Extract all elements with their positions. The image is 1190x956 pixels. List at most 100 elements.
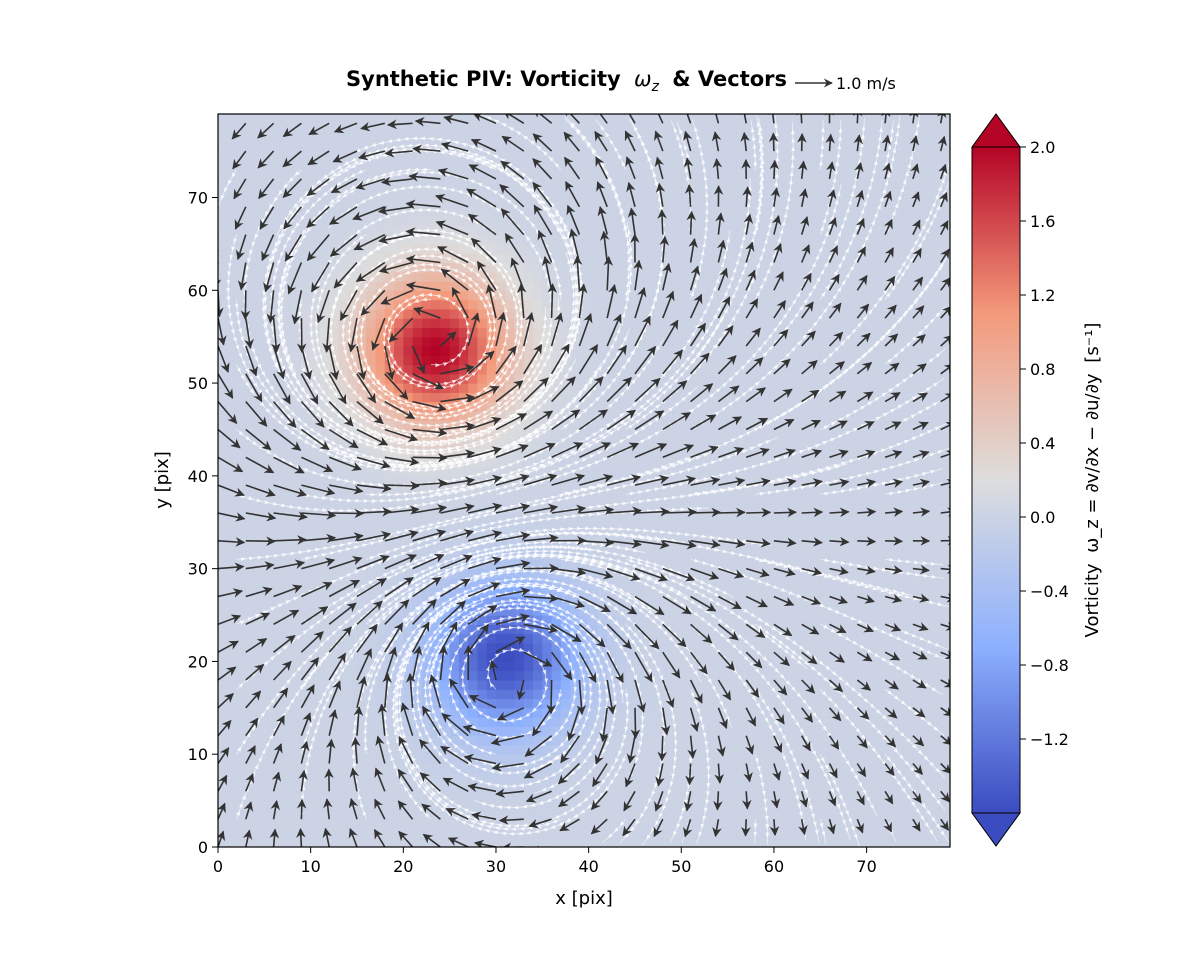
heatmap-cell xyxy=(246,235,256,245)
heatmap-cell xyxy=(626,392,636,402)
heatmap-cell xyxy=(487,643,497,653)
heatmap-cell xyxy=(376,819,386,829)
heatmap-cell xyxy=(255,596,265,606)
heatmap-cell xyxy=(765,745,775,755)
heatmap-cell xyxy=(301,578,311,588)
heatmap-cell xyxy=(422,346,432,356)
heatmap-cell xyxy=(700,198,710,208)
heatmap-cell xyxy=(348,634,358,644)
heatmap-cell xyxy=(459,643,469,653)
heatmap-cell xyxy=(283,170,293,180)
heatmap-cell xyxy=(783,142,793,152)
heatmap-cell xyxy=(737,467,747,477)
heatmap-cell xyxy=(274,624,284,634)
heatmap-cell xyxy=(366,745,376,755)
heatmap-cell xyxy=(783,522,793,532)
heatmap-cell xyxy=(237,383,247,393)
heatmap-cell xyxy=(783,717,793,727)
heatmap-cell xyxy=(691,801,701,811)
heatmap-cell xyxy=(672,550,682,560)
heatmap-cell xyxy=(607,819,617,829)
heatmap-cell xyxy=(413,828,423,838)
heatmap-cell xyxy=(496,689,506,699)
heatmap-cell xyxy=(561,272,571,282)
heatmap-cell xyxy=(589,290,599,300)
heatmap-cell xyxy=(524,763,534,773)
heatmap-cell xyxy=(755,726,765,736)
heatmap-cell xyxy=(505,754,515,764)
heatmap-cell xyxy=(737,801,747,811)
heatmap-cell xyxy=(459,708,469,718)
heatmap-cell xyxy=(579,179,589,189)
heatmap-cell xyxy=(728,216,738,226)
heatmap-cell xyxy=(672,281,682,291)
heatmap-cell xyxy=(505,782,515,792)
heatmap-cell xyxy=(737,559,747,569)
heatmap-cell xyxy=(329,281,339,291)
heatmap-cell xyxy=(709,262,719,272)
heatmap-cell xyxy=(542,726,552,736)
heatmap-cell xyxy=(227,699,237,709)
heatmap-cell xyxy=(589,225,599,235)
heatmap-cell xyxy=(246,300,256,310)
heatmap-cell xyxy=(691,791,701,801)
heatmap-cell xyxy=(672,485,682,495)
heatmap-cell xyxy=(468,346,478,356)
heatmap-cell xyxy=(264,504,274,514)
heatmap-cell xyxy=(505,513,515,523)
heatmap-cell xyxy=(653,235,663,245)
heatmap-cell xyxy=(607,532,617,542)
heatmap-cell xyxy=(431,365,441,375)
heatmap-cell xyxy=(737,587,747,597)
heatmap-cell xyxy=(728,188,738,198)
heatmap-cell xyxy=(570,699,580,709)
heatmap-cell xyxy=(218,736,228,746)
heatmap-cell xyxy=(755,429,765,439)
heatmap-cell xyxy=(264,615,274,625)
heatmap-cell xyxy=(681,522,691,532)
heatmap-cell xyxy=(598,615,608,625)
heatmap-cell xyxy=(227,550,237,560)
heatmap-cell xyxy=(672,494,682,504)
heatmap-cell xyxy=(283,467,293,477)
heatmap-cell xyxy=(292,810,302,820)
heatmap-cell xyxy=(255,494,265,504)
heatmap-cell xyxy=(691,160,701,170)
heatmap-cell xyxy=(672,671,682,681)
heatmap-cell xyxy=(709,225,719,235)
heatmap-cell xyxy=(227,402,237,412)
heatmap-cell xyxy=(681,634,691,644)
heatmap-cell xyxy=(533,838,543,848)
heatmap-cell xyxy=(301,272,311,282)
heatmap-cell xyxy=(607,467,617,477)
heatmap-cell xyxy=(394,114,404,124)
heatmap-cell xyxy=(255,541,265,551)
heatmap-cell xyxy=(394,810,404,820)
heatmap-cell xyxy=(765,402,775,412)
heatmap-cell xyxy=(218,504,228,514)
heatmap-cell xyxy=(552,300,562,310)
heatmap-cell xyxy=(783,439,793,449)
heatmap-cell xyxy=(755,170,765,180)
heatmap-cell xyxy=(505,225,515,235)
heatmap-cell xyxy=(700,467,710,477)
heatmap-cell xyxy=(626,810,636,820)
heatmap-cell xyxy=(264,587,274,597)
heatmap-cell xyxy=(691,782,701,792)
heatmap-cell xyxy=(607,235,617,245)
heatmap-cell xyxy=(774,522,784,532)
heatmap-cell xyxy=(227,346,237,356)
heatmap-cell xyxy=(616,661,626,671)
heatmap-cell xyxy=(394,216,404,226)
heatmap-cell xyxy=(505,216,515,226)
heatmap-cell xyxy=(792,392,802,402)
heatmap-cell xyxy=(376,225,386,235)
heatmap-cell xyxy=(496,244,506,254)
heatmap-cell xyxy=(765,170,775,180)
heatmap-cell xyxy=(264,114,274,124)
heatmap-cell xyxy=(524,114,534,124)
heatmap-cell xyxy=(311,689,321,699)
heatmap-cell xyxy=(765,309,775,319)
heatmap-cell xyxy=(765,689,775,699)
heatmap-cell xyxy=(450,337,460,347)
